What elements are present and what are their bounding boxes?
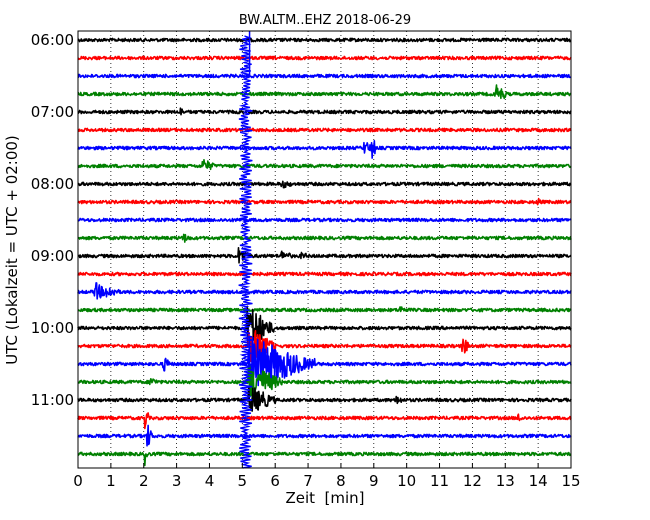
x-tick-label: 4 bbox=[205, 472, 215, 490]
trace-06:30 bbox=[77, 73, 572, 79]
x-tick-label: 11 bbox=[430, 472, 449, 490]
x-tick-label: 5 bbox=[238, 472, 248, 490]
major-event-trace bbox=[238, 35, 253, 469]
x-tick-label: 0 bbox=[73, 472, 83, 490]
plot-frame bbox=[77, 30, 572, 469]
trace-06:45 bbox=[77, 84, 572, 100]
x-tick-label: 10 bbox=[397, 472, 416, 490]
y-axis-label: UTC (Lokalzeit = UTC + 02:00) bbox=[3, 135, 21, 365]
trace-10:30 bbox=[77, 336, 572, 389]
trace-11:15 bbox=[77, 412, 572, 430]
y-tick-label: 08:00 bbox=[31, 175, 74, 193]
x-tick-label: 6 bbox=[270, 472, 280, 490]
trace-09:30 bbox=[77, 282, 572, 300]
trace-09:45 bbox=[77, 306, 572, 313]
trace-07:15 bbox=[77, 127, 572, 133]
y-tick-label: 06:00 bbox=[31, 31, 74, 49]
x-axis-label: Zeit [min] bbox=[285, 489, 364, 507]
x-tick-label: 12 bbox=[463, 472, 482, 490]
trace-08:15 bbox=[77, 197, 572, 206]
y-tick-label: 07:00 bbox=[31, 103, 74, 121]
trace-06:15 bbox=[77, 55, 572, 61]
trace-09:00 bbox=[77, 247, 572, 264]
trace-10:45 bbox=[77, 365, 572, 399]
trace-10:15 bbox=[77, 329, 572, 363]
trace-07:45 bbox=[77, 159, 572, 171]
y-axis-ticks: 06:00 07:00 08:00 09:00 10:00 11:00 bbox=[31, 31, 83, 409]
trace-06:00 bbox=[77, 37, 572, 43]
x-tick-label: 1 bbox=[106, 472, 116, 490]
x-tick-label: 9 bbox=[369, 472, 379, 490]
x-tick-label: 3 bbox=[172, 472, 182, 490]
x-tick-label: 8 bbox=[336, 472, 346, 490]
trace-08:00 bbox=[77, 180, 572, 189]
trace-10:00 bbox=[77, 305, 572, 348]
x-tick-label: 2 bbox=[139, 472, 149, 490]
y-tick-label: 10:00 bbox=[31, 319, 74, 337]
y-tick-label: 09:00 bbox=[31, 247, 74, 265]
trace-11:45 bbox=[77, 451, 572, 467]
y-tick-label: 11:00 bbox=[31, 391, 74, 409]
grid-lines bbox=[110, 31, 539, 468]
x-tick-label: 14 bbox=[529, 472, 548, 490]
trace-07:30 bbox=[77, 140, 572, 159]
x-tick-label: 13 bbox=[496, 472, 515, 490]
trace-11:00 bbox=[77, 385, 572, 412]
trace-09:15 bbox=[77, 271, 572, 277]
trace-08:45 bbox=[77, 233, 572, 243]
x-axis-ticks: 0 1 2 3 4 5 6 7 8 9 10 11 12 13 14 15 bbox=[73, 463, 581, 490]
trace-07:00 bbox=[77, 107, 572, 116]
x-tick-label: 15 bbox=[561, 472, 580, 490]
trace-11:30 bbox=[77, 424, 572, 447]
seismic-traces bbox=[77, 31, 572, 469]
chart-title: BW.ALTM..EHZ 2018-06-29 bbox=[239, 13, 411, 28]
trace-08:30 bbox=[77, 217, 572, 223]
x-tick-label: 7 bbox=[303, 472, 313, 490]
